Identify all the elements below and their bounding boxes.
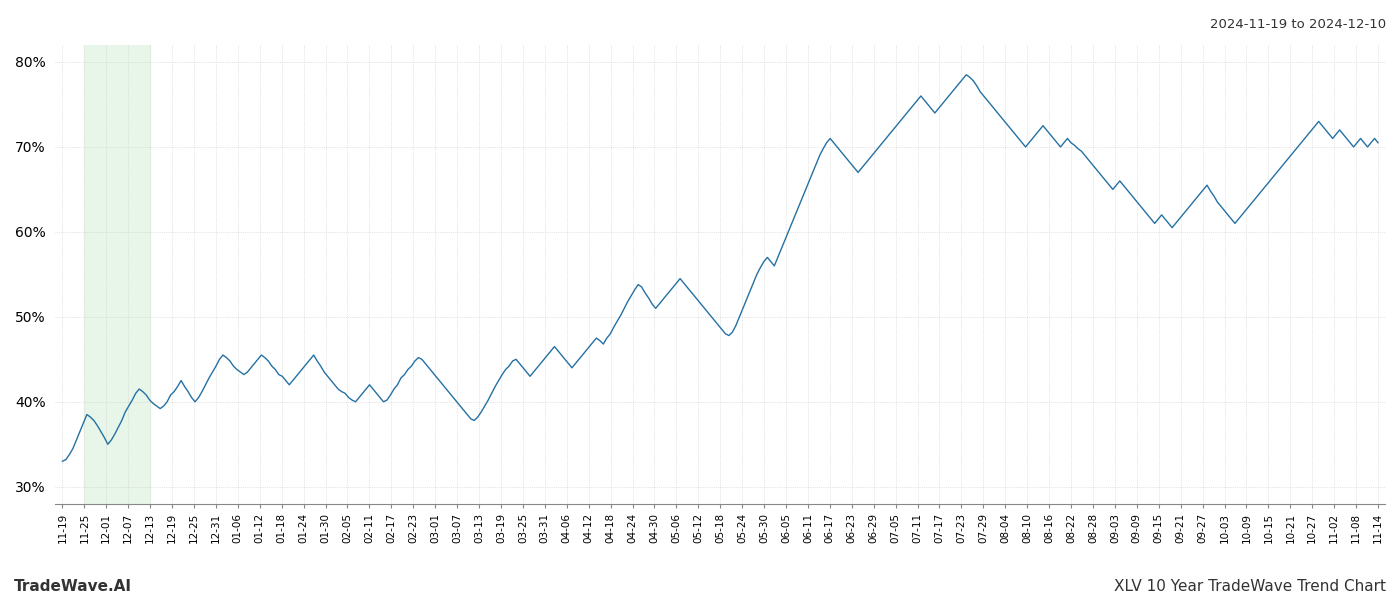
Text: 2024-11-19 to 2024-12-10: 2024-11-19 to 2024-12-10	[1210, 18, 1386, 31]
Text: TradeWave.AI: TradeWave.AI	[14, 579, 132, 594]
Text: XLV 10 Year TradeWave Trend Chart: XLV 10 Year TradeWave Trend Chart	[1114, 579, 1386, 594]
Bar	[84, 45, 150, 504]
